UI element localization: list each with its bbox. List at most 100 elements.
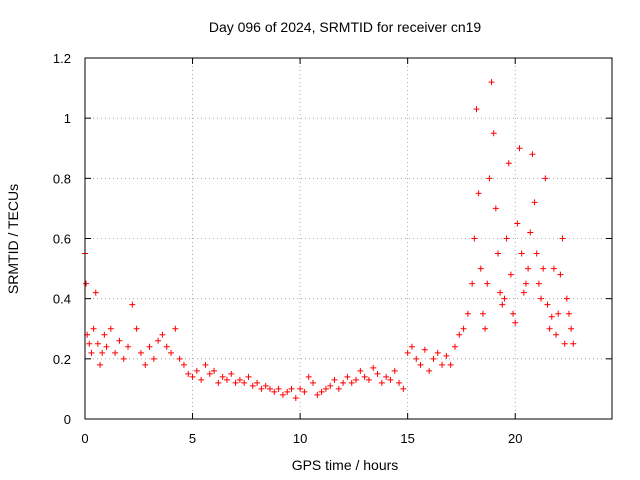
data-point [245,373,252,380]
data-point [361,373,368,380]
data-point [206,370,213,377]
data-point [413,355,420,362]
data-point [357,367,364,374]
data-point [142,361,149,368]
data-point [447,361,454,368]
data-point [546,325,553,332]
data-point [193,367,200,374]
data-point [90,325,97,332]
axis-ticks: 0 0.2 0.4 0.6 0.8 1 1.2 0 5 10 15 20 [53,51,612,446]
data-point [155,337,162,344]
data-point [486,175,493,182]
y-tick-label: 0.2 [53,352,71,367]
data-point [112,349,119,356]
data-point [271,388,278,395]
data-point [520,289,527,296]
data-point [185,370,192,377]
grid-lines [85,58,612,419]
data-point [348,379,355,386]
data-point [215,379,222,386]
data-point [538,295,545,302]
data-point [544,301,551,308]
data-point [417,361,424,368]
data-point [490,130,497,137]
data-point [529,151,536,158]
data-point [456,331,463,338]
data-point [396,379,403,386]
data-point [492,205,499,212]
data-point [568,325,575,332]
data-point [168,349,175,356]
data-point [497,289,504,296]
data-point [249,382,256,389]
data-point [266,385,273,392]
y-tick-label: 0.6 [53,232,71,247]
data-point [327,382,334,389]
data-point [232,379,239,386]
data-point [92,289,99,296]
data-point [86,340,93,347]
x-tick-label: 15 [400,431,414,446]
data-point [305,373,312,380]
data-point [241,379,248,386]
data-point [322,385,329,392]
data-point [137,349,144,356]
data-point [150,355,157,362]
data-point [120,355,127,362]
data-point [279,391,286,398]
data-point [565,310,572,317]
data-point [531,199,538,206]
data-point [555,310,562,317]
data-point [484,280,491,287]
data-point [374,370,381,377]
data-point [103,343,110,350]
chart-title: Day 096 of 2024, SRMTID for receiver cn1… [209,19,482,35]
data-point [387,376,394,383]
data-point [228,370,235,377]
data-point [314,391,321,398]
data-point [163,343,170,350]
data-point [365,376,372,383]
data-point [548,313,555,320]
data-point [353,376,360,383]
y-tick-label: 1.2 [53,51,71,66]
data-point [378,379,385,386]
data-point [434,349,441,356]
data-point [503,235,510,242]
y-axis-label: SRMTID / TECUs [5,184,21,294]
data-point [570,340,577,347]
y-tick-label: 1 [64,111,71,126]
x-tick-label: 10 [293,431,307,446]
data-point [310,379,317,386]
data-point [525,265,532,272]
data-point [527,229,534,236]
data-point [408,343,415,350]
data-point [522,280,529,287]
data-point [510,310,517,317]
data-point [129,301,136,308]
data-point [505,160,512,167]
data-point [518,250,525,257]
data-point [211,367,218,374]
x-axis-label: GPS time / hours [292,457,399,473]
data-point [344,373,351,380]
data-point [125,343,132,350]
data-point [318,388,325,395]
x-tick-label: 0 [81,431,88,446]
data-point [94,340,101,347]
data-point [301,388,308,395]
y-tick-label: 0.4 [53,292,71,307]
data-point [275,385,282,392]
data-point [370,364,377,371]
data-point [258,385,265,392]
data-point [533,250,540,257]
data-point [482,325,489,332]
data-point [335,385,342,392]
data-point [514,220,521,227]
data-point [561,340,568,347]
data-point [400,385,407,392]
data-point [236,376,243,383]
data-point [288,385,295,392]
data-point [172,325,179,332]
data-point [391,367,398,374]
